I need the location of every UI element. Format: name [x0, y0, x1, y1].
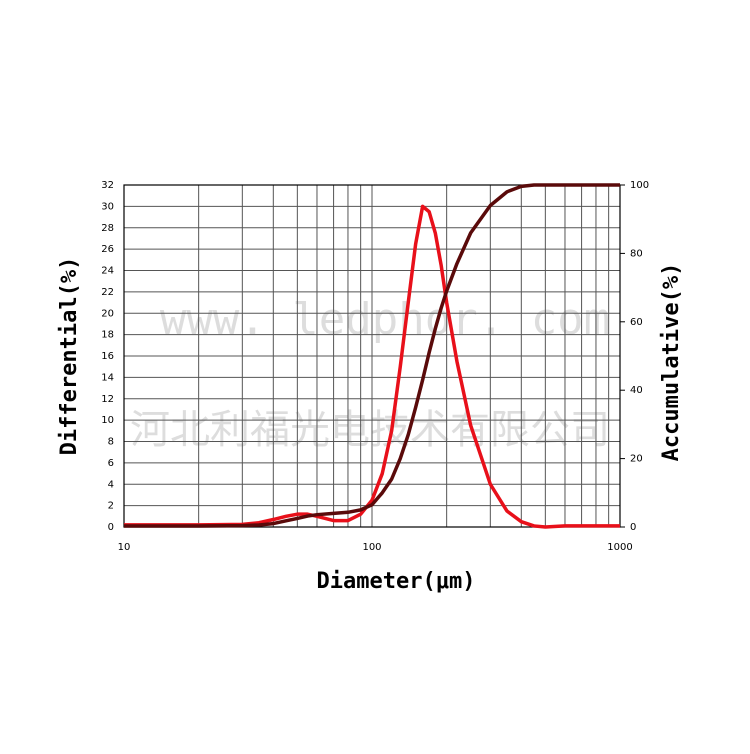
y-tick-label: 18	[101, 330, 114, 341]
y2-tick-label: 20	[630, 454, 643, 465]
watermark: www. ledphor. com	[160, 294, 610, 345]
y-tick-label: 2	[108, 501, 114, 512]
y-tick-label: 32	[101, 180, 114, 191]
y-tick-label: 8	[108, 437, 114, 448]
y-tick-label: 16	[101, 351, 114, 362]
y2-tick-label: 60	[630, 317, 643, 328]
y2-tick-label: 80	[630, 248, 643, 259]
x-tick-label: 10	[118, 542, 131, 553]
y-tick-label: 10	[101, 415, 114, 426]
watermark: 河北利福光电技术有限公司	[130, 407, 610, 453]
y-tick-label: 0	[108, 522, 114, 533]
y-tick-label: 20	[101, 308, 114, 319]
y2-tick-label: 40	[630, 385, 643, 396]
y-tick-label: 6	[108, 458, 114, 469]
y2-axis-label: Accumulative(%)	[659, 263, 684, 462]
x-tick-label: 1000	[607, 542, 632, 553]
y2-tick-label: 0	[630, 522, 636, 533]
y-tick-label: 14	[101, 372, 114, 383]
y-tick-label: 30	[101, 201, 114, 212]
y-tick-label: 4	[108, 479, 114, 490]
y-tick-label: 22	[101, 287, 114, 298]
y-tick-label: 24	[101, 266, 114, 277]
y2-tick-label: 100	[630, 180, 649, 191]
y-tick-label: 26	[101, 244, 114, 255]
series-line	[124, 183, 620, 528]
series-line	[124, 204, 620, 529]
x-axis-label: Diameter(μm)	[317, 569, 476, 594]
y-axis-label: Differential(%)	[57, 257, 82, 456]
plot-frame	[123, 184, 621, 528]
x-tick-label: 100	[362, 542, 381, 553]
y-tick-label: 12	[101, 394, 114, 405]
y-tick-label: 28	[101, 223, 114, 234]
